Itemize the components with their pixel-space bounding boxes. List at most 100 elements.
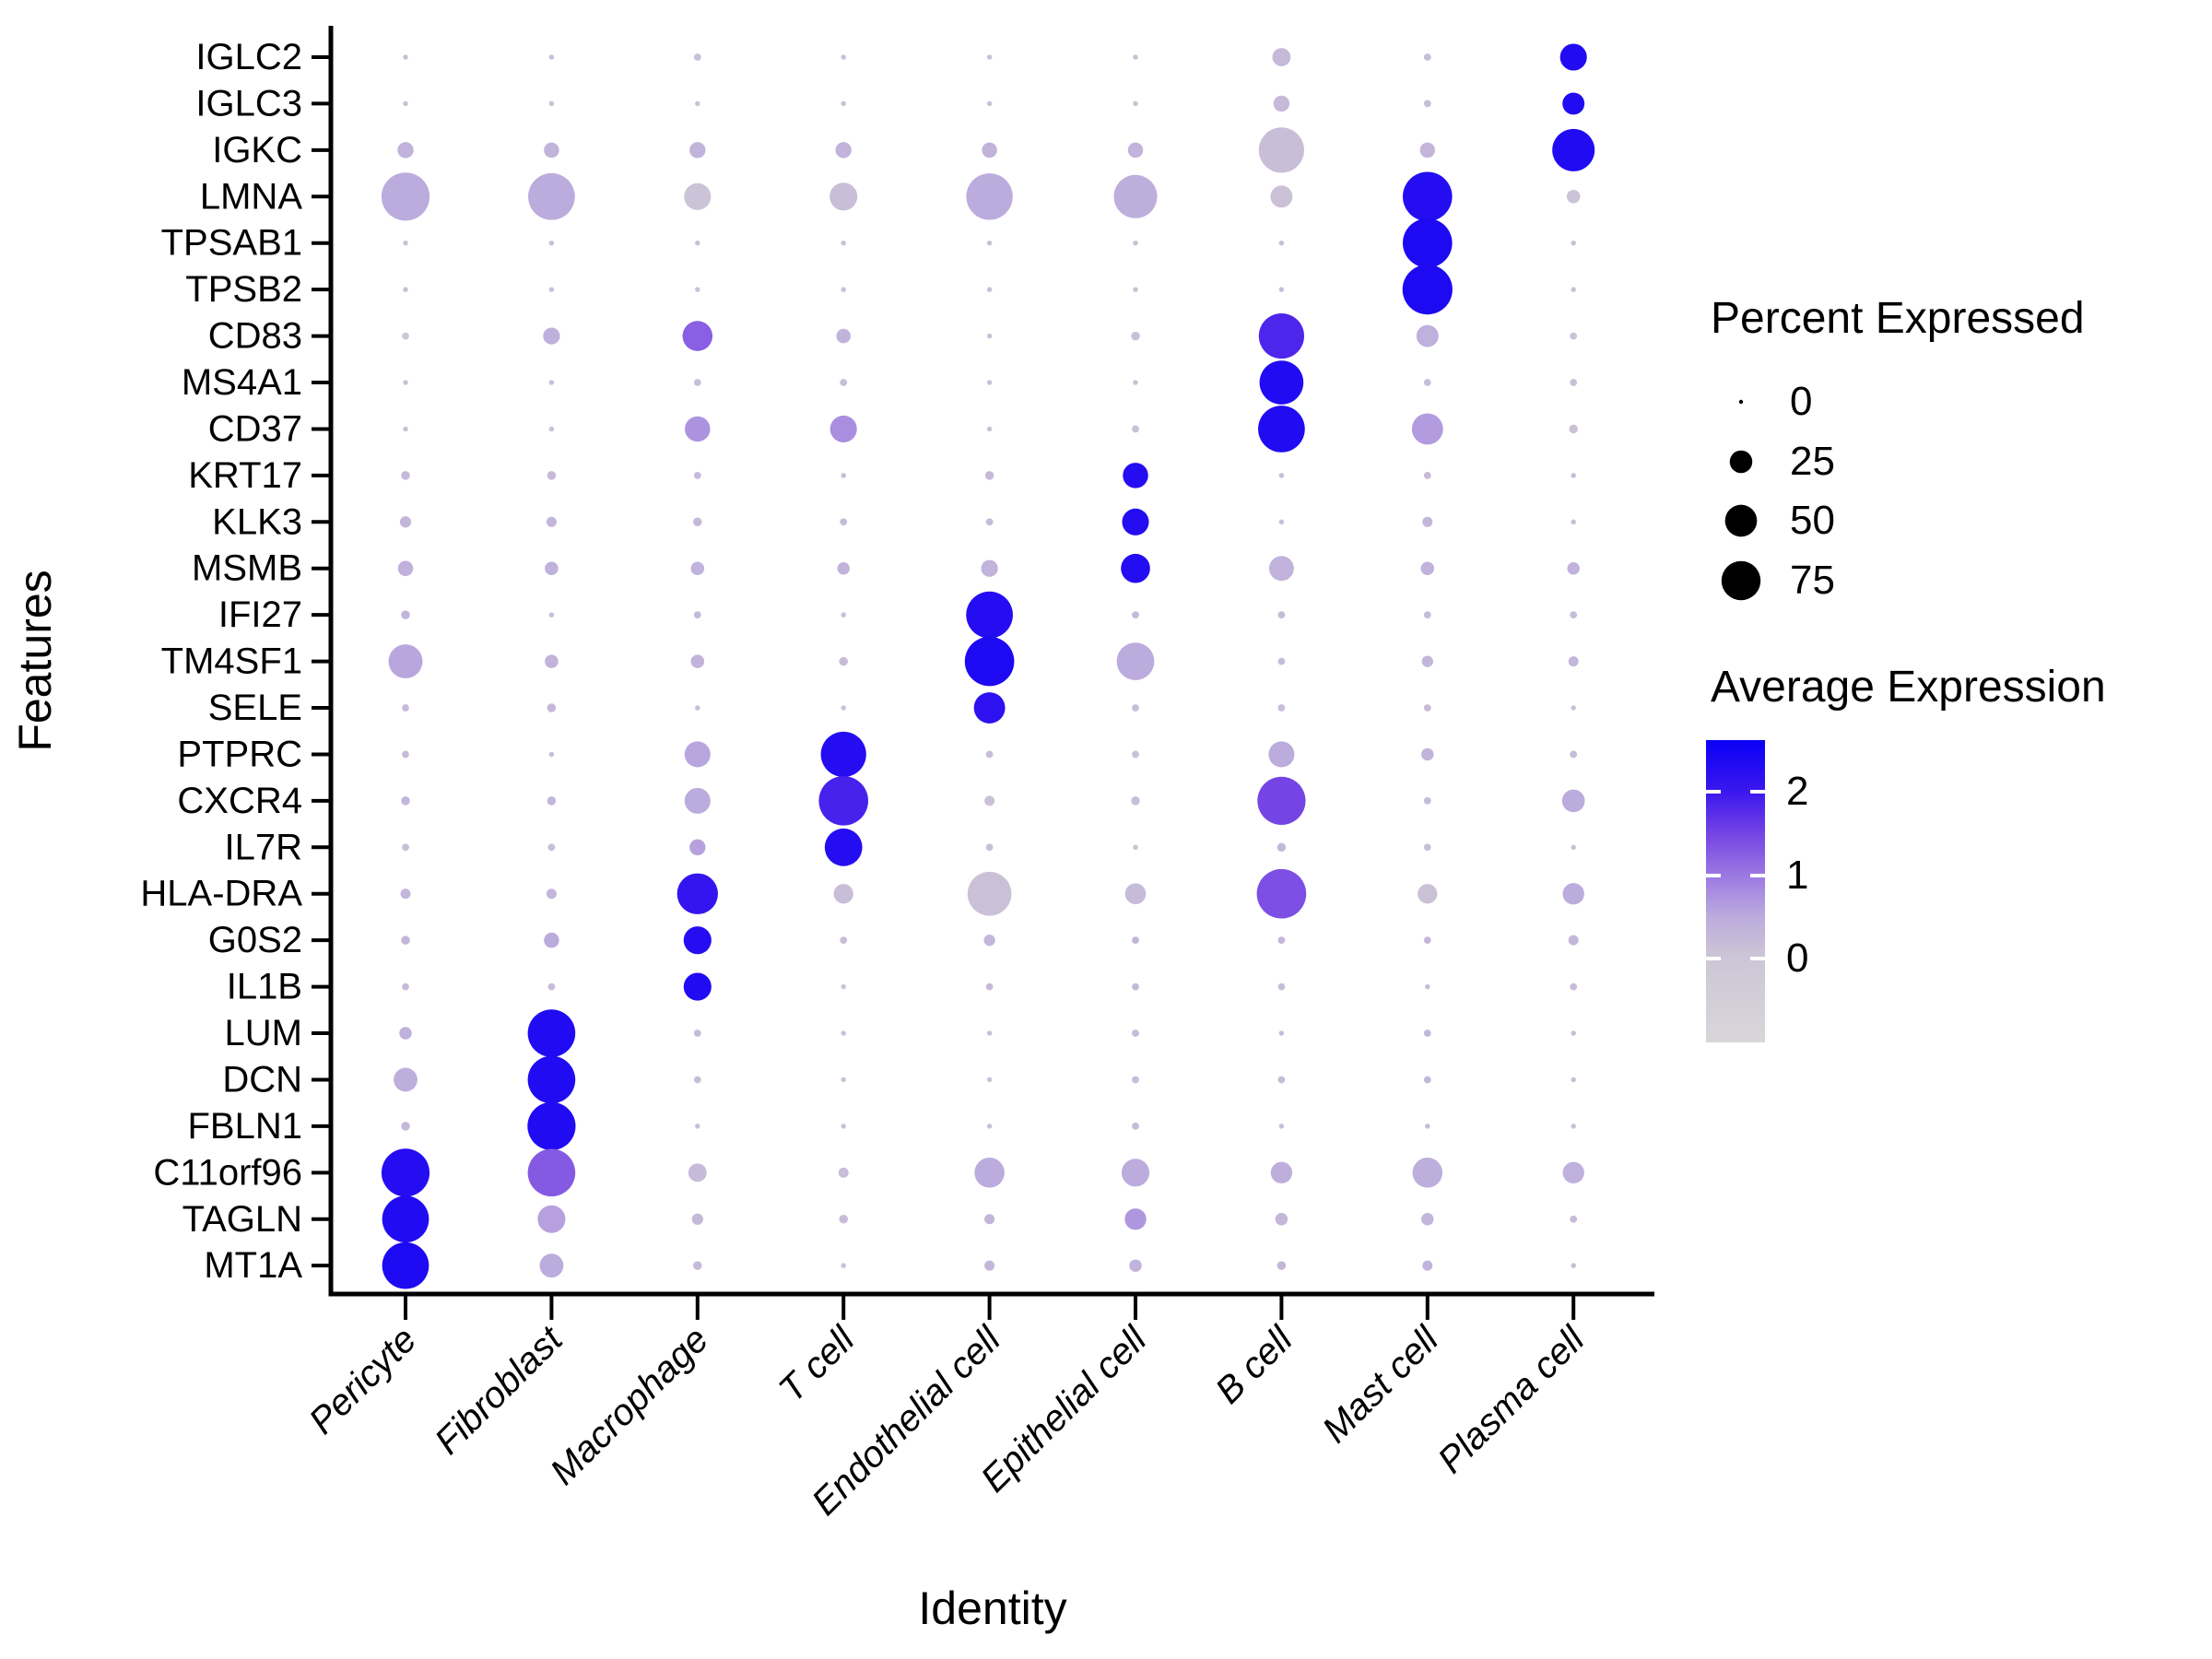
dot-HLA-DRA-Mast-cell: [1418, 884, 1438, 904]
dot-CXCR4-Endothelial-cell: [984, 795, 995, 806]
dot-C11orf96-Epithelial-cell: [1121, 1159, 1150, 1187]
size-legend-dot-25: [1729, 450, 1753, 474]
size-legend: [1721, 399, 1761, 601]
dot-C11orf96-Fibroblast: [527, 1148, 576, 1197]
y-tick-label-LMNA: LMNA: [200, 176, 302, 217]
dot-G0S2-Epithelial-cell: [1132, 936, 1139, 945]
dot-MS4A1-T-cell: [840, 379, 848, 386]
dot-IL7R-T-cell: [824, 828, 863, 866]
dot-IL7R-Macrophage: [689, 839, 706, 856]
dot-LUM-Fibroblast: [527, 1009, 576, 1057]
dot-TAGLN-Macrophage: [691, 1213, 703, 1225]
dot-TM4SF1-Pericyte: [388, 644, 423, 679]
dot-IFI27-Mast-cell: [1423, 611, 1431, 619]
x-tick-label-Plasma-cell: Plasma cell: [1430, 1318, 1594, 1481]
dot-G0S2-T-cell: [840, 936, 848, 945]
size-legend-label-0: 0: [1790, 379, 1813, 424]
dot-LMNA-Plasma-cell: [1566, 190, 1581, 204]
dot-TPSB2-Plasma-cell: [1571, 287, 1576, 292]
colorbar-tick-mark-0: [1750, 957, 1765, 960]
x-tick-label-Macrophage: Macrophage: [543, 1319, 716, 1492]
dot-KRT17-Mast-cell: [1423, 471, 1431, 479]
dot-PTPRC-Pericyte: [402, 750, 409, 759]
dot-IL7R-Mast-cell: [1423, 843, 1431, 852]
dot-MT1A-Plasma-cell: [1571, 1263, 1576, 1268]
dot-MS4A1-Macrophage: [693, 379, 701, 386]
dot-CD83-B-cell: [1258, 312, 1304, 359]
dot-CXCR4-Fibroblast: [547, 796, 557, 806]
dot-TM4SF1-T-cell: [839, 656, 848, 666]
dot-IL7R-Fibroblast: [547, 843, 556, 852]
dot-C11orf96-T-cell: [838, 1167, 849, 1178]
dot-CXCR4-Macrophage: [684, 787, 711, 814]
dot-DCN-Pericyte: [394, 1067, 418, 1092]
y-tick-label-LUM: LUM: [225, 1013, 302, 1053]
dot-IGLC2-Mast-cell: [1423, 53, 1431, 61]
dot-LMNA-Endothelial-cell: [966, 173, 1013, 220]
dot-IFI27-Epithelial-cell: [1132, 611, 1139, 619]
dot-MT1A-Epithelial-cell: [1129, 1259, 1142, 1272]
y-tick-label-PTPRC: PTPRC: [177, 734, 302, 774]
dot-LUM-T-cell: [841, 1030, 846, 1036]
dot-MSMB-Mast-cell: [1420, 561, 1435, 576]
dot-IFI27-B-cell: [1277, 611, 1286, 619]
dot-IGLC2-Macrophage: [693, 53, 701, 61]
dot-SELE-T-cell: [841, 705, 846, 711]
dot-HLA-DRA-Macrophage: [677, 873, 718, 914]
dot-SELE-Plasma-cell: [1571, 705, 1576, 711]
dot-SELE-Epithelial-cell: [1132, 704, 1139, 712]
dot-IL1B-Mast-cell: [1425, 983, 1430, 990]
dot-TPSAB1-T-cell: [841, 240, 846, 246]
dot-IGLC2-Pericyte: [403, 54, 408, 60]
dot-SELE-Mast-cell: [1423, 704, 1431, 712]
dot-TM4SF1-Plasma-cell: [1568, 656, 1579, 667]
size-legend-dot-50: [1724, 504, 1758, 537]
dot-IL7R-B-cell: [1277, 842, 1287, 853]
dot-IGLC3-T-cell: [841, 100, 846, 107]
y-tick-label-G0S2: G0S2: [208, 920, 302, 960]
dot-IGLC2-Endothelial-cell: [986, 54, 993, 60]
dot-IGLC2-Plasma-cell: [1559, 43, 1587, 71]
dot-TPSB2-Mast-cell: [1402, 265, 1453, 315]
dot-G0S2-B-cell: [1277, 936, 1286, 945]
y-tick-label-C11orf96: C11orf96: [153, 1152, 302, 1193]
dot-DCN-Fibroblast: [527, 1055, 576, 1104]
colorbar-tick-mark-0: [1706, 957, 1721, 960]
y-tick-label-TPSB2: TPSB2: [185, 269, 302, 310]
dot-HLA-DRA-Epithelial-cell: [1124, 883, 1147, 905]
dot-KRT17-Plasma-cell: [1571, 473, 1576, 478]
dot-TPSB2-Fibroblast: [548, 287, 555, 292]
size-legend-title: Percent Expressed: [1711, 294, 2085, 343]
dot-IL7R-Pericyte: [402, 843, 409, 852]
dot-HLA-DRA-Plasma-cell: [1562, 883, 1584, 905]
dot-KRT17-Macrophage: [693, 471, 701, 479]
colorbar-tick-label-0: 0: [1786, 935, 1809, 981]
dot-KLK3-B-cell: [1278, 519, 1285, 525]
dot-MSMB-Fibroblast: [545, 561, 559, 576]
dot-IL7R-Plasma-cell: [1571, 844, 1576, 851]
dot-MS4A1-B-cell: [1259, 360, 1304, 405]
dot-PTPRC-Endothelial-cell: [985, 750, 994, 759]
dot-IGKC-Macrophage: [689, 142, 706, 159]
dot-FBLN1-Fibroblast: [527, 1101, 576, 1150]
dot-SELE-Pericyte: [402, 704, 409, 712]
size-legend-dot-75: [1721, 560, 1761, 601]
dot-IGKC-Fibroblast: [544, 142, 559, 159]
dot-TPSB2-Epithelial-cell: [1133, 287, 1138, 292]
dot-DCN-T-cell: [841, 1077, 846, 1083]
dot-LMNA-Macrophage: [684, 182, 712, 210]
dot-TM4SF1-Mast-cell: [1421, 655, 1433, 667]
dot-C11orf96-Pericyte: [381, 1148, 430, 1197]
dot-KLK3-Mast-cell: [1422, 516, 1433, 527]
dot-PTPRC-Epithelial-cell: [1132, 750, 1139, 759]
dot-IGKC-Endothelial-cell: [982, 142, 997, 159]
dot-PTPRC-Plasma-cell: [1570, 750, 1578, 759]
dot-MS4A1-Fibroblast: [548, 380, 555, 385]
dots: [381, 43, 1595, 1289]
dot-MT1A-Mast-cell: [1422, 1260, 1433, 1271]
dot-IL1B-B-cell: [1277, 982, 1286, 991]
dot-DCN-Plasma-cell: [1571, 1077, 1576, 1083]
dot-TPSAB1-Plasma-cell: [1571, 240, 1576, 246]
